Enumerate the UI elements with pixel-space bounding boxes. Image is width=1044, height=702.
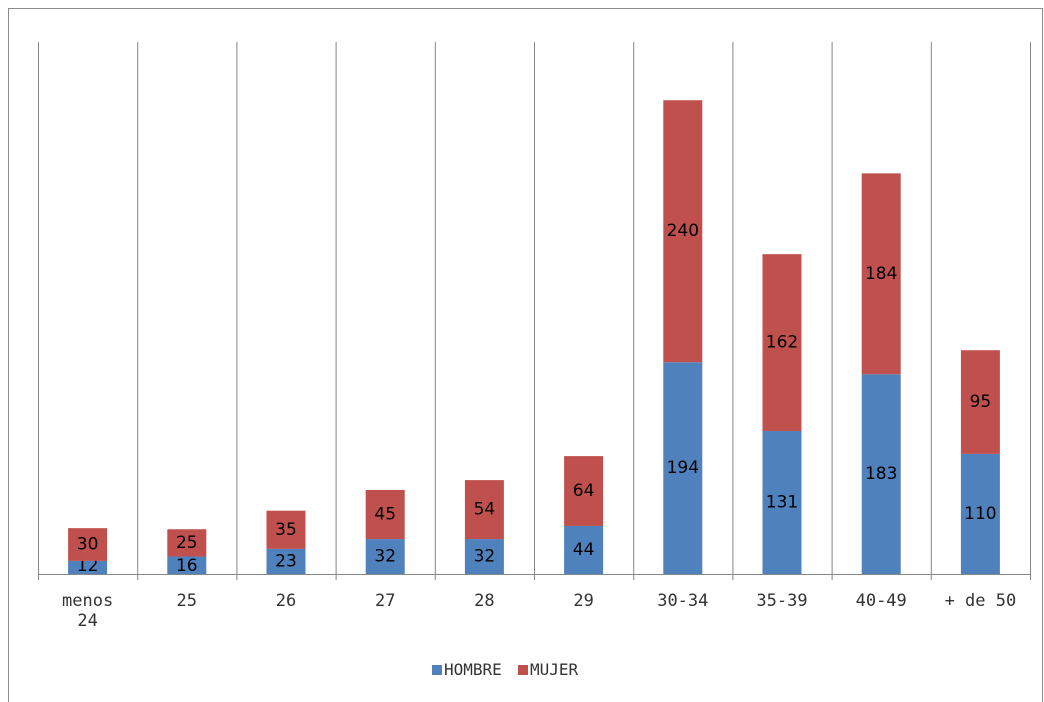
data-label: 35 [275, 520, 297, 540]
data-label: 32 [374, 547, 396, 567]
x-tick-label: 29 [573, 591, 593, 611]
bar-mujer [266, 510, 306, 549]
x-tick-label: 40-49 [856, 591, 907, 611]
bar-hombre [663, 362, 703, 574]
data-label: 95 [970, 392, 992, 412]
bar-hombre [960, 453, 1000, 574]
x-tick-labels: menos 24 25 26 27 28 29 30-34 35-39 40-49 + de 50 [62, 591, 1016, 631]
data-label: 184 [865, 264, 897, 284]
data-label: 54 [474, 500, 496, 520]
bar-mujer [68, 528, 108, 561]
chart-frame [8, 8, 1043, 702]
bar-mujer [365, 489, 405, 540]
bar-mujer [861, 173, 901, 375]
x-tick-label: 26 [276, 591, 296, 611]
bar-hombre [68, 560, 108, 574]
bar-mujer [564, 456, 604, 526]
data-label: 32 [474, 547, 496, 567]
legend-swatch-mujer [518, 665, 528, 675]
x-tick-label: + de 50 [945, 591, 1017, 611]
data-label: 240 [667, 221, 699, 241]
bar-mujer [960, 350, 1000, 454]
x-tick-label: 28 [474, 591, 494, 611]
legend: HOMBRE MUJER [432, 660, 579, 679]
bar-hombre [167, 556, 207, 574]
data-label: 45 [374, 505, 396, 525]
data-label: 162 [766, 333, 798, 353]
data-label: 194 [667, 458, 699, 478]
legend-swatch-hombre [432, 665, 442, 675]
bar-mujer [167, 529, 207, 557]
legend-label-hombre: HOMBRE [444, 660, 502, 679]
category-gridlines [38, 42, 1031, 580]
bar-hombre [464, 539, 504, 574]
data-label: 183 [865, 464, 897, 484]
data-label: 25 [176, 533, 198, 553]
x-tick-label: 35-39 [756, 591, 807, 611]
bar-hombre [861, 374, 901, 574]
data-label: 131 [766, 492, 798, 512]
data-label: 64 [573, 481, 595, 501]
data-label: 44 [573, 540, 595, 560]
x-tick-label: 27 [375, 591, 395, 611]
data-label: 110 [964, 504, 996, 524]
bar-mujer [464, 480, 504, 540]
x-tick-label: 25 [177, 591, 197, 611]
data-label: 12 [77, 556, 99, 576]
data-label: 16 [176, 556, 198, 576]
bar-hombre [564, 525, 604, 574]
bar-mujer [762, 254, 802, 431]
bar-mujer [663, 100, 703, 363]
bar-hombre [266, 548, 306, 574]
bar-hombre [365, 539, 405, 574]
data-label: 23 [275, 551, 297, 571]
x-tick-label: 30-34 [657, 591, 708, 611]
data-label: 30 [77, 535, 99, 555]
bar-hombre [762, 430, 802, 574]
x-tick-label: menos 24 [62, 591, 113, 631]
legend-label-mujer: MUJER [530, 660, 579, 679]
